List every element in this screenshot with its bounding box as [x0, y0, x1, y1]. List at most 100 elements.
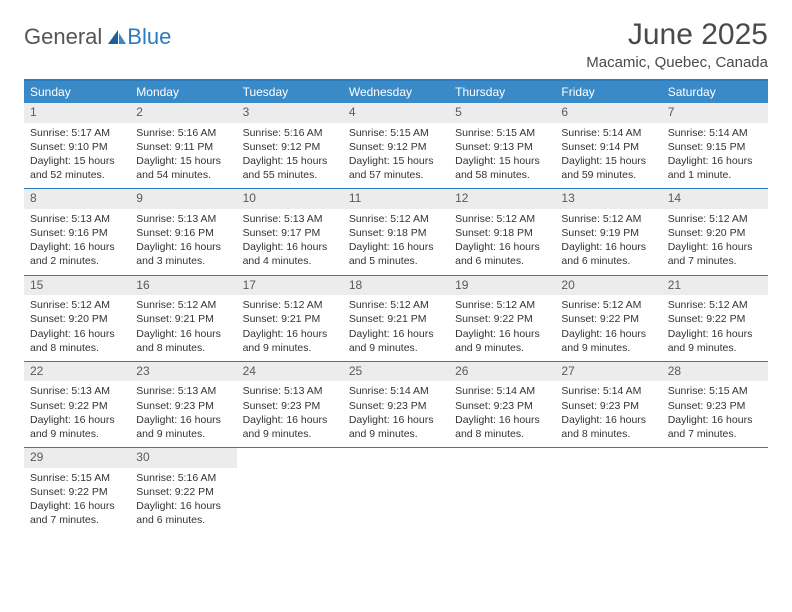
day-body: Sunrise: 5:12 AMSunset: 9:22 PMDaylight:… [662, 295, 768, 361]
daylight-text: Daylight: 16 hours and 3 minutes. [136, 240, 230, 268]
weekday-header: Friday [555, 81, 661, 103]
weekday-header: Sunday [24, 81, 130, 103]
day-cell: 17Sunrise: 5:12 AMSunset: 9:21 PMDayligh… [237, 276, 343, 361]
daylight-text: Daylight: 16 hours and 9 minutes. [349, 413, 443, 441]
sunset-text: Sunset: 9:22 PM [668, 312, 762, 326]
day-number: 27 [555, 362, 661, 382]
sunset-text: Sunset: 9:11 PM [136, 140, 230, 154]
day-number: 2 [130, 103, 236, 123]
brand-logo: General Blue [24, 18, 171, 50]
daylight-text: Daylight: 16 hours and 4 minutes. [243, 240, 337, 268]
sunrise-text: Sunrise: 5:15 AM [30, 471, 124, 485]
sunrise-text: Sunrise: 5:16 AM [136, 126, 230, 140]
day-body: Sunrise: 5:13 AMSunset: 9:16 PMDaylight:… [24, 209, 130, 275]
location-label: Macamic, Quebec, Canada [586, 54, 768, 71]
sunset-text: Sunset: 9:14 PM [561, 140, 655, 154]
sunset-text: Sunset: 9:23 PM [136, 399, 230, 413]
day-number: 21 [662, 276, 768, 296]
day-cell: 9Sunrise: 5:13 AMSunset: 9:16 PMDaylight… [130, 189, 236, 274]
sunset-text: Sunset: 9:12 PM [349, 140, 443, 154]
empty-cell [662, 448, 768, 533]
daylight-text: Daylight: 16 hours and 7 minutes. [668, 413, 762, 441]
week-row: 1Sunrise: 5:17 AMSunset: 9:10 PMDaylight… [24, 103, 768, 189]
day-cell: 16Sunrise: 5:12 AMSunset: 9:21 PMDayligh… [130, 276, 236, 361]
day-body: Sunrise: 5:14 AMSunset: 9:14 PMDaylight:… [555, 123, 661, 189]
sunrise-text: Sunrise: 5:12 AM [668, 212, 762, 226]
day-cell: 14Sunrise: 5:12 AMSunset: 9:20 PMDayligh… [662, 189, 768, 274]
calendar-body: 1Sunrise: 5:17 AMSunset: 9:10 PMDaylight… [24, 103, 768, 533]
day-cell: 7Sunrise: 5:14 AMSunset: 9:15 PMDaylight… [662, 103, 768, 188]
sunrise-text: Sunrise: 5:12 AM [455, 212, 549, 226]
week-row: 8Sunrise: 5:13 AMSunset: 9:16 PMDaylight… [24, 189, 768, 275]
daylight-text: Daylight: 15 hours and 59 minutes. [561, 154, 655, 182]
day-body: Sunrise: 5:15 AMSunset: 9:22 PMDaylight:… [24, 468, 130, 534]
sunrise-text: Sunrise: 5:12 AM [668, 298, 762, 312]
day-cell: 13Sunrise: 5:12 AMSunset: 9:19 PMDayligh… [555, 189, 661, 274]
sunset-text: Sunset: 9:21 PM [349, 312, 443, 326]
day-body: Sunrise: 5:12 AMSunset: 9:18 PMDaylight:… [343, 209, 449, 275]
daylight-text: Daylight: 15 hours and 58 minutes. [455, 154, 549, 182]
day-cell: 11Sunrise: 5:12 AMSunset: 9:18 PMDayligh… [343, 189, 449, 274]
sunset-text: Sunset: 9:18 PM [349, 226, 443, 240]
daylight-text: Daylight: 16 hours and 8 minutes. [136, 327, 230, 355]
sunset-text: Sunset: 9:22 PM [30, 485, 124, 499]
sunrise-text: Sunrise: 5:16 AM [243, 126, 337, 140]
day-body: Sunrise: 5:14 AMSunset: 9:23 PMDaylight:… [555, 381, 661, 447]
daylight-text: Daylight: 16 hours and 9 minutes. [349, 327, 443, 355]
brand-word-2: Blue [127, 24, 171, 50]
day-number: 7 [662, 103, 768, 123]
empty-cell [449, 448, 555, 533]
sunrise-text: Sunrise: 5:12 AM [349, 212, 443, 226]
calendar: Sunday Monday Tuesday Wednesday Thursday… [24, 79, 768, 533]
sunrise-text: Sunrise: 5:12 AM [455, 298, 549, 312]
sunrise-text: Sunrise: 5:14 AM [561, 384, 655, 398]
daylight-text: Daylight: 16 hours and 7 minutes. [30, 499, 124, 527]
sunrise-text: Sunrise: 5:14 AM [561, 126, 655, 140]
sunrise-text: Sunrise: 5:13 AM [136, 212, 230, 226]
daylight-text: Daylight: 16 hours and 9 minutes. [30, 413, 124, 441]
sunset-text: Sunset: 9:16 PM [136, 226, 230, 240]
sunset-text: Sunset: 9:20 PM [668, 226, 762, 240]
daylight-text: Daylight: 15 hours and 55 minutes. [243, 154, 337, 182]
daylight-text: Daylight: 16 hours and 6 minutes. [455, 240, 549, 268]
daylight-text: Daylight: 16 hours and 5 minutes. [349, 240, 443, 268]
weekday-header: Thursday [449, 81, 555, 103]
day-body: Sunrise: 5:17 AMSunset: 9:10 PMDaylight:… [24, 123, 130, 189]
weekday-header-row: Sunday Monday Tuesday Wednesday Thursday… [24, 81, 768, 103]
sunset-text: Sunset: 9:12 PM [243, 140, 337, 154]
sunset-text: Sunset: 9:22 PM [561, 312, 655, 326]
day-body: Sunrise: 5:13 AMSunset: 9:17 PMDaylight:… [237, 209, 343, 275]
sunrise-text: Sunrise: 5:14 AM [668, 126, 762, 140]
weekday-header: Saturday [662, 81, 768, 103]
daylight-text: Daylight: 16 hours and 9 minutes. [136, 413, 230, 441]
day-number: 11 [343, 189, 449, 209]
sunset-text: Sunset: 9:15 PM [668, 140, 762, 154]
day-body: Sunrise: 5:13 AMSunset: 9:16 PMDaylight:… [130, 209, 236, 275]
day-number: 28 [662, 362, 768, 382]
sunset-text: Sunset: 9:22 PM [136, 485, 230, 499]
week-row: 22Sunrise: 5:13 AMSunset: 9:22 PMDayligh… [24, 362, 768, 448]
day-cell: 25Sunrise: 5:14 AMSunset: 9:23 PMDayligh… [343, 362, 449, 447]
sunrise-text: Sunrise: 5:12 AM [243, 298, 337, 312]
daylight-text: Daylight: 16 hours and 8 minutes. [455, 413, 549, 441]
day-cell: 24Sunrise: 5:13 AMSunset: 9:23 PMDayligh… [237, 362, 343, 447]
day-number: 24 [237, 362, 343, 382]
day-cell: 22Sunrise: 5:13 AMSunset: 9:22 PMDayligh… [24, 362, 130, 447]
day-cell: 21Sunrise: 5:12 AMSunset: 9:22 PMDayligh… [662, 276, 768, 361]
sunset-text: Sunset: 9:21 PM [243, 312, 337, 326]
day-body: Sunrise: 5:16 AMSunset: 9:11 PMDaylight:… [130, 123, 236, 189]
sunset-text: Sunset: 9:20 PM [30, 312, 124, 326]
daylight-text: Daylight: 15 hours and 52 minutes. [30, 154, 124, 182]
day-number: 4 [343, 103, 449, 123]
day-number: 5 [449, 103, 555, 123]
sunrise-text: Sunrise: 5:12 AM [561, 298, 655, 312]
day-number: 14 [662, 189, 768, 209]
daylight-text: Daylight: 16 hours and 2 minutes. [30, 240, 124, 268]
day-body: Sunrise: 5:13 AMSunset: 9:23 PMDaylight:… [237, 381, 343, 447]
day-number: 12 [449, 189, 555, 209]
sunrise-text: Sunrise: 5:12 AM [561, 212, 655, 226]
day-number: 17 [237, 276, 343, 296]
day-number: 25 [343, 362, 449, 382]
day-number: 30 [130, 448, 236, 468]
day-cell: 2Sunrise: 5:16 AMSunset: 9:11 PMDaylight… [130, 103, 236, 188]
